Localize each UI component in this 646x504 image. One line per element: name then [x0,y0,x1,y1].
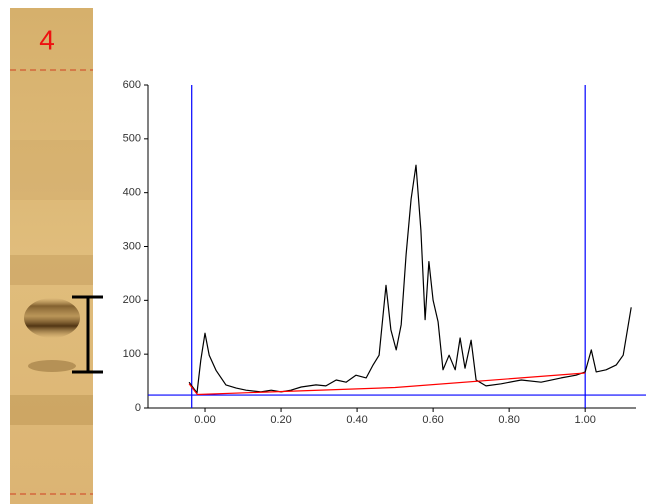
y-tick-label: 500 [123,133,141,145]
y-tick-label: 200 [123,294,141,306]
lane-label: 4 [39,24,55,55]
y-tick-label: 0 [135,402,141,414]
lane-smear [10,140,93,200]
y-tick-label: 400 [123,187,141,199]
y-tick-label: 100 [123,348,141,360]
y-tick-label: 300 [123,240,141,252]
x-tick-label: 0.00 [194,414,215,426]
series-line [189,165,631,393]
lane-smear [10,395,93,425]
x-tick-label: 0.80 [498,414,519,426]
x-tick-label: 1.00 [574,414,595,426]
series-line [189,373,585,395]
lane-band [28,360,76,372]
lane-band [10,255,93,285]
chart: 0 100 200 300 400 500 600 0.00 0.20 0.40 0.60 0.80 1… [123,79,646,426]
x-tick-label: 0.20 [270,414,291,426]
x-tick-label: 0.40 [346,414,367,426]
x-tick-label: 0.60 [422,414,443,426]
lane-band [24,298,80,338]
gel-lane: 4 [10,8,93,504]
screen: 4 0 100 200 300 400 500 600 0.00 0.20 0.40 0.60 0.8… [0,0,646,504]
y-tick-label: 600 [123,79,141,91]
